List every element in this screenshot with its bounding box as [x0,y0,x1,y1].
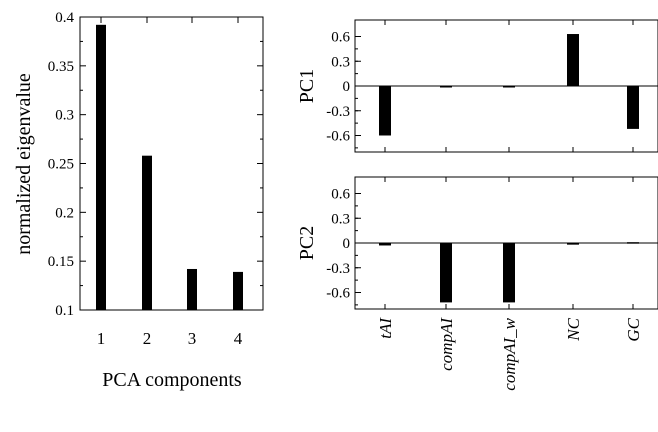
pc1-bar [440,86,452,88]
pc2-bar [567,243,579,245]
eigenvalue-ytick-label: 0.3 [55,108,74,124]
eigenvalue-xtick-label: 2 [143,329,152,348]
pc1-chart: -0.6 -0.3 0 0.3 0.6 PC1 [296,19,658,153]
eigenvalue-bar [96,24,106,311]
pc1-marks: -0.6 -0.3 0 0.3 0.6 [326,20,658,152]
eigenvalue-xlabel: PCA components [102,369,242,391]
eigenvalue-ytick-label: 0.4 [55,10,74,26]
eigenvalue-chart: 1 2 3 4 0.1 0.15 0.2 0.25 0.3 0.35 0.4 normalized … [13,10,264,391]
pc2-bar [440,243,452,303]
pc2-ylabel: PC2 [296,226,318,260]
eigenvalue-ytick-label: 0.1 [55,303,74,319]
pc1-ytick-label: 0 [343,79,351,95]
eigenvalue-ytick-label: 0.25 [48,157,74,173]
pc2-ytick-label: -0.3 [326,261,350,277]
pc1-bar [627,86,639,129]
eigenvalue-xtick-label: 4 [234,329,243,348]
pc1-bar [567,34,579,86]
pc1-ylabel: PC1 [296,69,318,103]
loading-category-label: compAI [437,317,456,371]
loading-category-label: NC [564,317,583,341]
eigenvalue-bar [233,271,243,310]
loading-category-label: GC [624,317,643,341]
loading-category-label: tAI [376,317,395,339]
pc2-ytick-label: -0.6 [326,286,350,302]
loading-category-label: compAI_w [500,317,519,390]
pc1-ytick-label: -0.6 [326,129,350,145]
pc2-bar [627,242,639,244]
pc1-ytick-label: -0.3 [326,104,350,120]
pc1-bar [503,86,515,88]
pc2-bar [503,243,515,303]
eigenvalue-plot-frame [79,16,264,311]
pc1-bar [379,86,391,136]
pc2-bar [379,243,391,246]
pc2-ytick-label: 0.3 [331,211,350,227]
loading-category-labels: tAI compAI compAI_w NC GC [376,317,643,391]
eigenvalue-ytick-label: 0.15 [48,254,74,270]
eigenvalue-bar [187,268,197,310]
eigenvalue-ytick-label: 0.35 [48,59,74,75]
eigenvalue-bar [142,155,152,310]
pc1-ytick-label: 0.6 [331,30,350,46]
eigenvalue-ylabel: normalized eigenvalue [13,73,35,255]
pc2-ytick-label: 0 [343,236,351,252]
pc1-ytick-label: 0.3 [331,54,350,70]
eigenvalue-ytick-label: 0.2 [55,205,74,221]
eigenvalue-xtick-label: 3 [188,329,197,348]
pc2-chart: -0.6 -0.3 0 0.3 0.6 PC2 [296,176,658,310]
eigenvalue-xtick-label: 1 [97,329,106,348]
eigenvalue-marks: 1 2 3 4 0.1 0.15 0.2 0.25 0.3 0.35 0.4 [48,10,263,348]
pc2-marks: -0.6 -0.3 0 0.3 0.6 [326,177,658,309]
pc2-ytick-label: 0.6 [331,187,350,203]
